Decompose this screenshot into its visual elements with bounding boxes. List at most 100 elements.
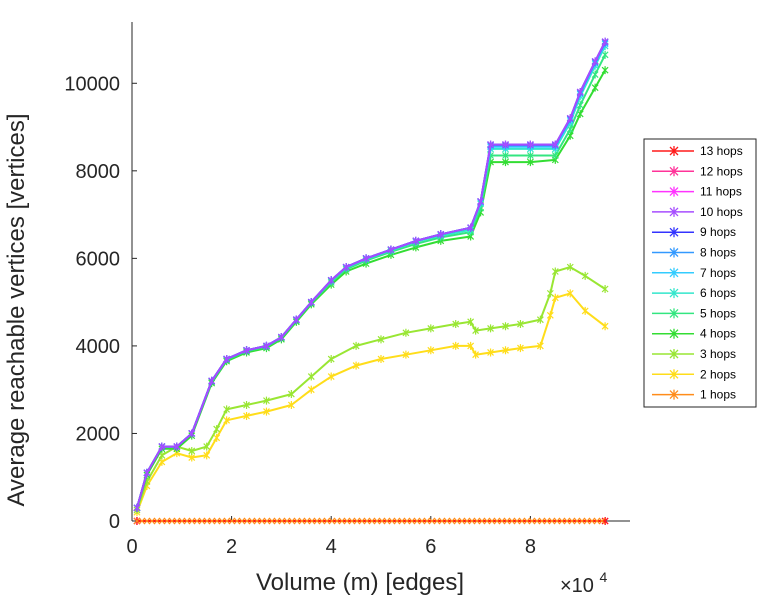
series-marker	[377, 355, 385, 364]
series-marker	[213, 433, 221, 442]
series-line	[136, 266, 606, 511]
legend-marker	[669, 349, 679, 359]
series-marker	[148, 517, 156, 525]
series-marker	[538, 517, 546, 525]
legend-label: 12 hops	[700, 164, 743, 178]
series-marker	[437, 230, 445, 239]
series-marker	[463, 517, 471, 525]
legend-label: 2 hops	[700, 367, 736, 381]
series-marker	[277, 333, 285, 342]
x-tick-label: 0	[126, 536, 137, 558]
legend-label: 7 hops	[700, 266, 736, 280]
series-marker	[472, 326, 480, 335]
series-marker	[307, 298, 315, 307]
series-marker	[601, 66, 609, 75]
series-marker	[373, 517, 381, 525]
series-marker	[393, 517, 401, 525]
series-marker	[173, 517, 181, 525]
series-marker	[138, 517, 146, 525]
series-marker	[498, 517, 506, 525]
series-marker	[378, 517, 386, 525]
series-marker	[438, 517, 446, 525]
series-marker	[258, 517, 266, 525]
series-marker	[593, 517, 601, 525]
series-marker	[423, 517, 431, 525]
series-line	[136, 292, 606, 513]
legend-label: 6 hops	[700, 286, 736, 300]
series-marker	[352, 361, 360, 370]
x-tick-label: 6	[425, 536, 436, 558]
series-marker	[558, 517, 566, 525]
series-line	[136, 43, 606, 509]
series-marker	[413, 517, 421, 525]
x-tick-label: 8	[525, 536, 536, 558]
series-marker	[218, 517, 226, 525]
legend-label: 3 hops	[700, 347, 736, 361]
series-line	[136, 54, 606, 509]
series-marker	[368, 517, 376, 525]
y-axis-title: Average reachable vertices [vertices]	[3, 113, 30, 506]
series-marker	[412, 236, 420, 245]
series-marker	[328, 517, 336, 525]
legend: 13 hops 12 hops 11 hops 10 hops 9 hops 8 hops…	[643, 138, 757, 408]
series-marker	[327, 372, 335, 381]
series-marker	[298, 517, 306, 525]
series-marker	[546, 289, 554, 298]
series-marker	[448, 517, 456, 525]
series-marker	[467, 341, 475, 350]
series-marker	[443, 517, 451, 525]
series-marker	[601, 285, 609, 294]
series-marker	[352, 341, 360, 350]
series-marker	[243, 401, 250, 410]
series-marker	[467, 317, 475, 326]
legend-marker	[669, 247, 679, 258]
series-marker	[398, 517, 406, 525]
x-axis-title: Volume (m) [edges]	[256, 569, 464, 596]
series-marker	[213, 517, 221, 525]
series-marker	[468, 517, 476, 525]
legend-marker	[669, 288, 679, 299]
series-marker	[292, 315, 300, 324]
legend-marker	[669, 389, 679, 400]
series-marker	[288, 517, 296, 525]
series-marker	[583, 517, 591, 525]
series-marker	[168, 517, 176, 525]
legend-marker	[669, 369, 679, 380]
series-marker	[536, 315, 544, 324]
series-marker	[363, 517, 371, 525]
series-marker	[353, 517, 361, 525]
x-multiplier-exponent: 4	[600, 569, 608, 585]
series-marker	[581, 306, 589, 315]
series-marker	[517, 320, 524, 329]
series-marker	[203, 451, 211, 460]
series-marker	[303, 517, 311, 525]
y-tick-label: 6000	[76, 248, 121, 270]
series-marker	[523, 517, 531, 525]
series-marker	[263, 396, 270, 405]
series-marker	[402, 350, 410, 359]
series-marker	[553, 517, 561, 525]
series-marker	[517, 344, 524, 353]
series-marker	[591, 83, 599, 92]
series-marker	[502, 140, 509, 149]
series-marker	[601, 37, 609, 46]
series-marker	[153, 517, 161, 525]
series-marker	[543, 517, 551, 525]
series-marker	[402, 328, 410, 337]
y-tick-label: 2000	[76, 423, 121, 445]
series-marker	[283, 517, 291, 525]
series-marker	[428, 517, 436, 525]
series-marker	[318, 517, 326, 525]
series-marker	[433, 517, 441, 525]
series-marker	[287, 401, 295, 410]
series-marker	[203, 517, 211, 525]
series-marker	[453, 517, 461, 525]
series-marker	[503, 517, 511, 525]
legend-marker	[669, 328, 679, 339]
series-marker	[263, 341, 270, 350]
series-marker	[548, 517, 556, 525]
series-marker	[178, 517, 186, 525]
legend-label: 11 hops	[700, 185, 742, 199]
series-marker	[203, 442, 211, 451]
